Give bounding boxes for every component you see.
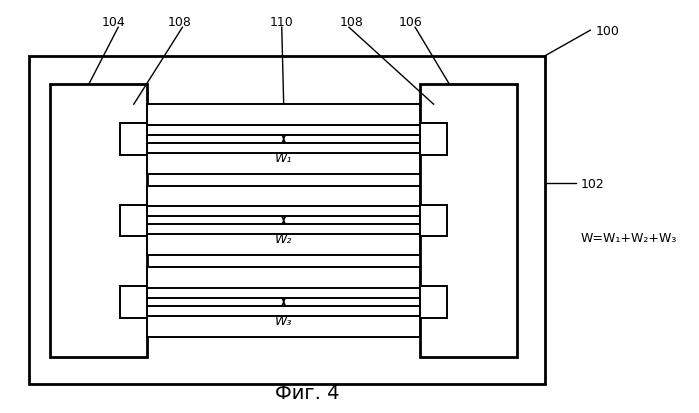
Bar xyxy=(147,126,420,135)
Bar xyxy=(120,124,147,155)
Text: 106: 106 xyxy=(398,16,422,29)
Text: 100: 100 xyxy=(595,25,619,38)
Bar xyxy=(147,288,420,298)
Bar xyxy=(147,306,420,316)
Text: 108: 108 xyxy=(168,16,192,29)
Text: W₁: W₁ xyxy=(275,152,292,164)
Bar xyxy=(120,286,147,318)
Bar xyxy=(147,207,420,217)
Bar xyxy=(420,286,447,318)
Text: 102: 102 xyxy=(581,177,605,190)
Bar xyxy=(147,105,420,174)
Bar xyxy=(147,225,420,235)
Text: 110: 110 xyxy=(270,16,294,29)
Text: W₃: W₃ xyxy=(275,314,292,327)
Bar xyxy=(120,205,147,237)
Text: 108: 108 xyxy=(340,16,363,29)
Text: Фиг. 4: Фиг. 4 xyxy=(275,383,340,402)
Bar xyxy=(147,186,420,256)
Text: W₂: W₂ xyxy=(275,233,292,246)
Bar xyxy=(147,144,420,154)
Bar xyxy=(420,205,447,237)
Text: 104: 104 xyxy=(101,16,125,29)
Text: W=W₁+W₂+W₃: W=W₁+W₂+W₃ xyxy=(581,232,677,244)
Bar xyxy=(420,124,447,155)
Bar xyxy=(420,85,517,357)
Bar xyxy=(29,57,545,384)
Bar xyxy=(50,85,147,357)
Bar xyxy=(147,268,420,337)
